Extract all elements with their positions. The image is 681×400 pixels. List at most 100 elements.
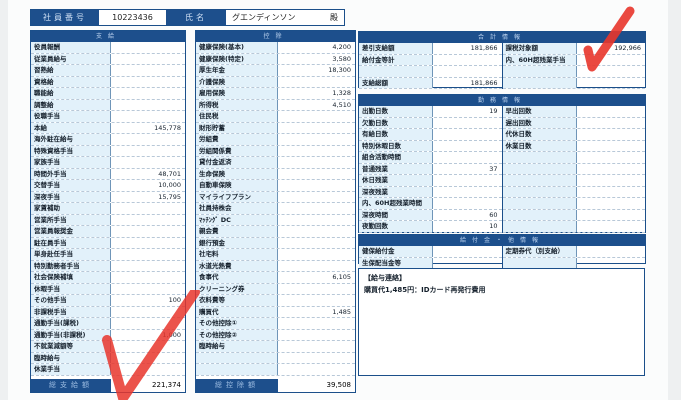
row-value <box>278 330 355 341</box>
row-value <box>433 55 502 66</box>
table-row: その他手当 100 <box>31 295 185 307</box>
row-value <box>111 341 185 352</box>
row-value <box>577 164 646 175</box>
row-value <box>278 123 355 134</box>
deductions-section: 控除 健康保険(基本) 4,200 健康保険(特定) 3,580 厚生年金 18,300 介… <box>195 30 356 393</box>
row-value <box>433 246 502 257</box>
row-label <box>502 209 577 220</box>
row-label: 時間外手当 <box>31 168 111 179</box>
row-value <box>111 203 185 214</box>
row-label: 厚生年金 <box>196 65 278 76</box>
name-label: 氏名 <box>166 10 226 25</box>
row-value <box>577 118 646 129</box>
row-label: 非課税手当 <box>31 306 111 317</box>
row-value <box>577 152 646 163</box>
table-row: 深夜時間 60 <box>359 209 502 221</box>
row-label: 代休日数 <box>502 129 577 140</box>
row-label: 早出回数 <box>502 106 577 117</box>
row-value <box>111 77 185 88</box>
table-row <box>502 66 645 78</box>
table-row: ﾏｯﾁﾝｸﾞ DC <box>196 214 355 226</box>
row-label: 本給 <box>31 122 111 133</box>
table-row: 内、60H超残業手当 <box>502 54 645 66</box>
row-value <box>278 157 355 168</box>
attendance-title: 勤務情報 <box>359 95 645 106</box>
table-row: 休業日数 <box>502 140 645 152</box>
table-row <box>502 186 645 198</box>
row-value <box>278 180 355 191</box>
row-label: クリーニング券 <box>196 283 278 294</box>
row-label: その他手当 <box>31 295 111 306</box>
row-value: 192,966 <box>614 44 641 52</box>
table-row: 代休日数 <box>502 129 645 141</box>
payments-section: 支給 役員報酬 従業員給与 習熟給 資格給 職能給 調整給 役職手当 本給 145,778 海外駐… <box>30 30 186 393</box>
row-label: 家賃補助 <box>31 203 111 214</box>
row-value <box>111 261 185 272</box>
row-label: 購買代 <box>196 306 278 317</box>
pay-notice-box: 【給与連絡】 購買代1,485円：IDカード再発行費用 <box>358 268 645 376</box>
table-row: 内、60H超残業時間 <box>359 198 502 210</box>
row-value <box>433 198 502 209</box>
employee-name: グエンディンソン <box>232 13 296 22</box>
row-label: 生保配当金等 <box>359 257 433 268</box>
row-value <box>278 192 355 203</box>
row-value <box>111 238 185 249</box>
row-label: マイライフプラン <box>196 191 278 202</box>
totals-section: 合計情報 差引支給額 181,866 給付金等計 支給総額 181,866 課税対象額 19… <box>358 31 646 89</box>
table-row: 時間外手当 48,701 <box>31 168 185 180</box>
row-value: 1,485 <box>332 307 351 316</box>
table-row: 家族手当 <box>31 157 185 169</box>
row-value <box>111 272 185 283</box>
table-row: 水道光熱費 <box>196 260 355 272</box>
row-value <box>111 157 185 168</box>
row-value: 10 <box>489 222 498 230</box>
row-value <box>278 169 355 180</box>
row-value <box>577 258 646 269</box>
row-value <box>577 78 646 89</box>
table-row: 臨時給与 <box>196 341 355 353</box>
row-value <box>278 318 355 329</box>
row-label: 定期券代（別支給） <box>502 246 577 257</box>
row-value <box>278 295 355 306</box>
payslip: 社員番号 10223436 氏名 グエンディンソン 殿 支給 役員報酬 従業員給与習… <box>8 0 668 400</box>
row-label: 出勤日数 <box>359 106 433 117</box>
table-row <box>502 77 646 89</box>
row-value: 37 <box>489 164 498 173</box>
row-label: 差引支給額 <box>359 43 433 54</box>
table-row <box>502 198 645 210</box>
table-row: 海外駐在給与 <box>31 134 185 146</box>
table-row: 介護保険 <box>196 76 355 88</box>
row-value <box>111 88 185 99</box>
row-label: 所得税 <box>196 99 278 110</box>
table-row: 支給総額 181,866 <box>359 77 502 89</box>
table-row: 役職手当 <box>31 111 185 123</box>
row-label: 内、60H超残業時間 <box>359 198 433 209</box>
row-value <box>577 210 646 221</box>
row-label: 調整給 <box>31 99 111 110</box>
row-value <box>111 364 185 375</box>
table-row: 労組費 <box>196 134 355 146</box>
row-value <box>111 215 185 226</box>
row-value <box>433 187 502 198</box>
table-row: 食事代 6,105 <box>196 272 355 284</box>
row-value <box>111 42 185 53</box>
pay-notice-title: 【給与連絡】 <box>364 274 406 282</box>
row-value <box>278 238 355 249</box>
total-deductions-label: 総控除額 <box>196 379 278 392</box>
row-label: 深夜時間 <box>359 209 433 220</box>
row-label: 介護保険 <box>196 76 278 87</box>
row-value: 1,000 <box>162 330 181 339</box>
row-value <box>278 364 355 375</box>
row-label: 休業手当 <box>31 364 111 375</box>
table-row: 単身赴任手当 <box>31 249 185 261</box>
row-value <box>111 100 185 111</box>
row-label <box>502 77 577 88</box>
row-label <box>502 163 577 174</box>
row-label: 健康保険(基本) <box>196 42 278 53</box>
row-label: 健保給付金 <box>359 246 433 257</box>
row-label <box>502 66 577 77</box>
row-label: 食事代 <box>196 272 278 283</box>
row-value <box>433 258 502 269</box>
row-label: 休業日数 <box>502 140 577 151</box>
row-label: 営業所手当 <box>31 214 111 225</box>
